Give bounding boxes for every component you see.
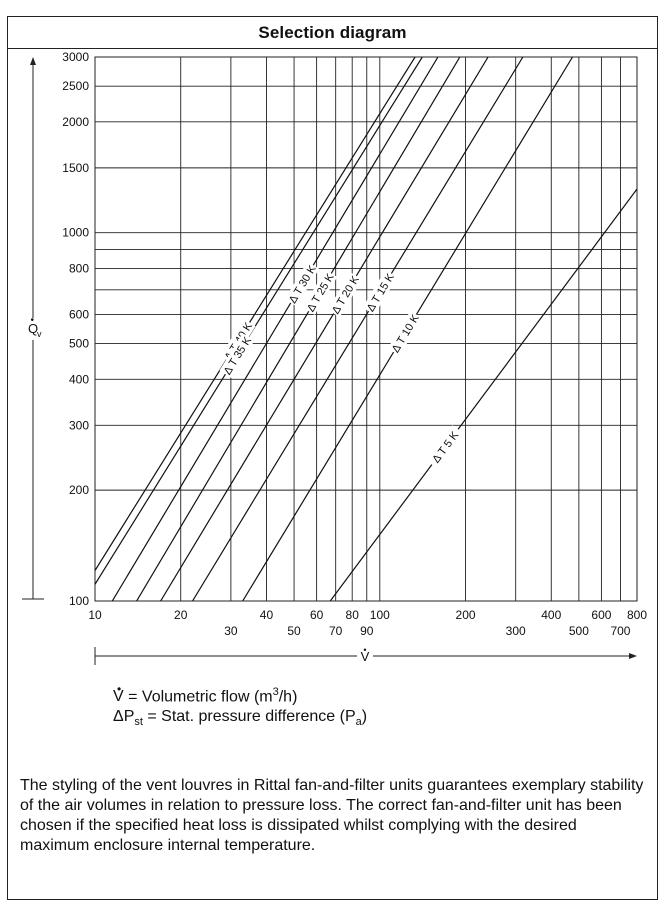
series-label-bg [284,261,320,307]
y-tick-label: 300 [69,418,89,432]
legend-p-sub: st [134,716,143,729]
series-line [95,57,423,585]
series-label-bg [219,333,255,378]
legend-v-end: /h) [278,688,298,706]
series-label-bg [327,272,363,318]
x-tick-label: 90 [360,624,374,638]
y-tick-label: 2000 [62,115,89,129]
y-tick-label: 1000 [62,226,89,240]
series-line [160,57,489,601]
series-label-group: Δ T 10 K [387,310,423,356]
y-tick-label: 200 [69,483,89,497]
legend-pressure-difference: ΔPst = Stat. pressure difference (Pa) [113,707,367,732]
x-tick-label: 80 [346,608,360,622]
legend-v-symbol: V [113,688,124,706]
x-tick-label: 300 [506,624,526,638]
y-axis-arrowhead [30,57,36,65]
x-tick-label: 10 [88,608,102,622]
x-tick-label: 200 [456,608,476,622]
description-text: The styling of the vent louvres in Ritta… [20,777,644,854]
legend-v-sup: 3 [272,686,279,698]
legend-v-text: = Volumetric flow (m [123,688,273,706]
series-label-group: Δ T 5 K [426,425,464,469]
legend-p-end: ) [361,708,368,726]
y-axis-label-bg [24,318,42,340]
y-tick-label: 2500 [62,79,89,93]
x-tick-label: 400 [541,608,561,622]
x-tick-label: 500 [569,624,589,638]
x-tick-label: 60 [310,608,324,622]
x-tick-label: 30 [224,624,238,638]
x-tick-label: 700 [610,624,630,638]
y-tick-label: 100 [69,594,89,608]
legend-p-sub2: a [355,716,362,729]
legend-volumetric-flow: • V = Volumetric flow (m3/h) [113,682,298,706]
series-label-bg [302,269,338,315]
series-line [95,57,416,571]
series-label-bg [362,269,398,315]
series-line [329,188,637,601]
x-tick-label: 40 [260,608,274,622]
x-tick-label: 800 [627,608,647,622]
x-axis-arrowhead [629,653,637,659]
y-axis-label-dot: • [31,315,35,326]
y-tick-label: 800 [69,261,89,275]
y-tick-label: 500 [69,337,89,351]
chart-title: Selection diagram [258,22,407,42]
legend-block: • V = Volumetric flow (m3/h) ΔPst = Stat.… [113,682,367,733]
series-label-bg [426,425,464,469]
y-tick-label: 1500 [62,161,89,175]
x-axis-label-bg [357,647,373,665]
title-bar: Selection diagram [8,17,657,49]
series-label-bg [387,310,423,356]
x-axis-label: V [361,649,370,664]
x-tick-label: 70 [329,624,343,638]
series-line [192,57,524,601]
legend-p-text: = Stat. pressure difference (P [142,708,356,726]
y-tick-label: 600 [69,307,89,321]
y-axis-label-sub: v [37,329,42,339]
y-axis-label: Q [28,321,38,336]
x-tick-label: 600 [591,608,611,622]
y-tick-label: 3000 [62,50,89,64]
plot-border [94,56,638,602]
x-axis-label-dot: • [363,645,366,655]
legend-p-symbol: ΔP [113,708,135,726]
x-tick-label: 20 [174,608,188,622]
figure-frame: Selection diagram [7,16,658,900]
y-tick-label: 400 [69,372,89,386]
series-line [136,57,461,601]
x-tick-label: 100 [370,608,390,622]
x-tick-label: 50 [287,624,301,638]
series-line [111,57,439,601]
